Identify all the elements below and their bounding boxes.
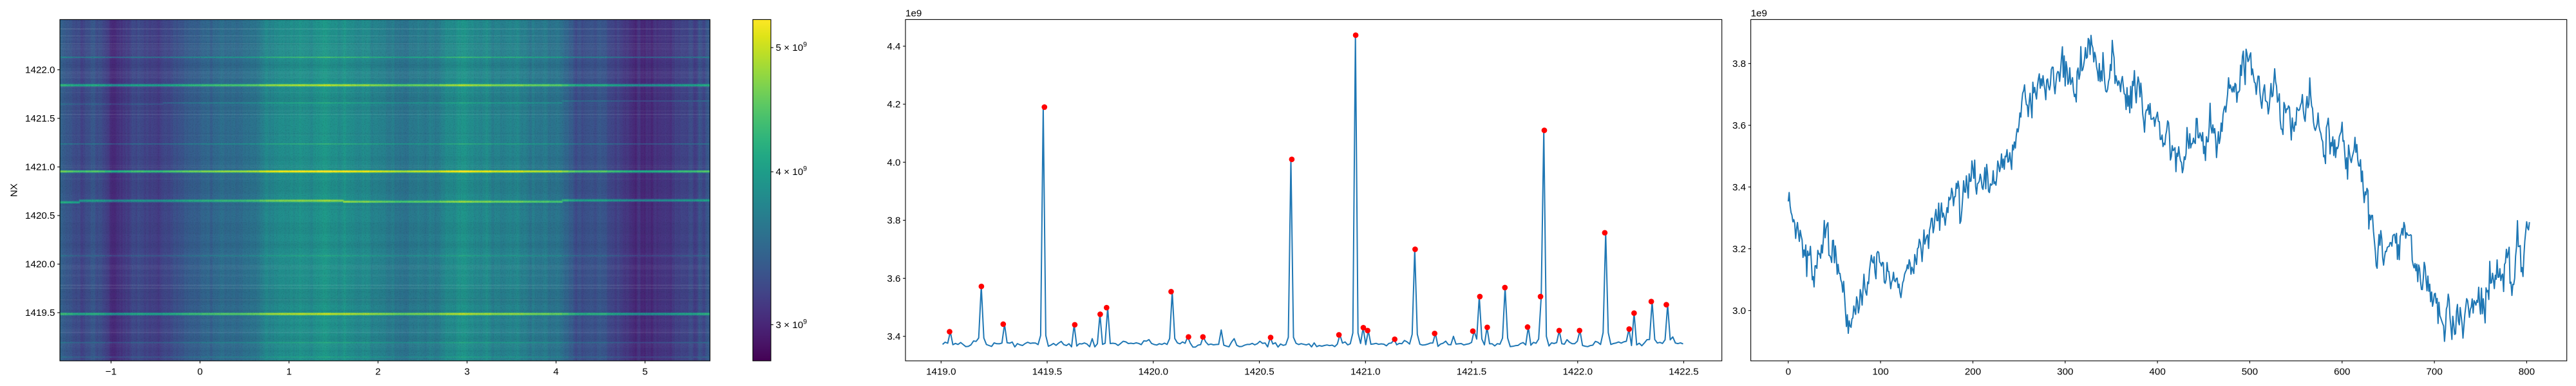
svg-text:4.0: 4.0: [887, 157, 900, 168]
svg-text:5 × 109: 5 × 109: [776, 41, 808, 54]
svg-text:400: 400: [2149, 367, 2165, 378]
svg-text:1419.5: 1419.5: [25, 308, 55, 318]
svg-text:1422.0: 1422.0: [25, 65, 55, 76]
svg-text:5: 5: [642, 367, 647, 378]
svg-text:4.4: 4.4: [887, 41, 900, 52]
svg-text:4 × 109: 4 × 109: [776, 165, 808, 178]
svg-text:100: 100: [1872, 367, 1888, 378]
svg-text:0: 0: [197, 367, 202, 378]
svg-text:NX: NX: [9, 183, 20, 197]
svg-text:800: 800: [2519, 367, 2535, 378]
svg-text:1419.0: 1419.0: [926, 367, 956, 378]
svg-text:1: 1: [287, 367, 292, 378]
svg-text:200: 200: [1965, 367, 1981, 378]
svg-text:4: 4: [553, 367, 558, 378]
svg-text:0: 0: [1786, 367, 1791, 378]
svg-text:1421.0: 1421.0: [25, 162, 55, 173]
svg-text:4.2: 4.2: [887, 99, 900, 110]
svg-text:3.4: 3.4: [887, 331, 900, 342]
svg-text:1422.0: 1422.0: [1563, 367, 1593, 378]
svg-text:1421.5: 1421.5: [25, 113, 55, 124]
svg-text:600: 600: [2334, 367, 2350, 378]
svg-text:3.2: 3.2: [1732, 244, 1746, 255]
svg-text:1420.0: 1420.0: [1139, 367, 1168, 378]
svg-text:1e9: 1e9: [1751, 8, 1767, 19]
svg-text:3.6: 3.6: [887, 273, 900, 284]
svg-text:3.8: 3.8: [1732, 59, 1746, 69]
svg-text:300: 300: [2057, 367, 2073, 378]
svg-text:500: 500: [2242, 367, 2258, 378]
svg-text:−1: −1: [106, 367, 117, 378]
svg-text:1420.5: 1420.5: [25, 210, 55, 221]
svg-text:3: 3: [464, 367, 469, 378]
svg-text:1e9: 1e9: [905, 8, 922, 19]
svg-text:1422.5: 1422.5: [1669, 367, 1698, 378]
svg-text:2: 2: [375, 367, 381, 378]
svg-text:3.8: 3.8: [887, 216, 900, 226]
svg-text:1419.5: 1419.5: [1032, 367, 1062, 378]
svg-text:1421.0: 1421.0: [1350, 367, 1380, 378]
svg-text:3.6: 3.6: [1732, 120, 1746, 131]
svg-text:3 × 109: 3 × 109: [776, 318, 808, 331]
svg-text:1421.5: 1421.5: [1457, 367, 1486, 378]
svg-text:700: 700: [2426, 367, 2442, 378]
svg-text:3.0: 3.0: [1732, 306, 1746, 317]
svg-text:1420.0: 1420.0: [25, 259, 55, 270]
svg-text:1420.5: 1420.5: [1244, 367, 1274, 378]
svg-text:3.4: 3.4: [1732, 182, 1746, 193]
